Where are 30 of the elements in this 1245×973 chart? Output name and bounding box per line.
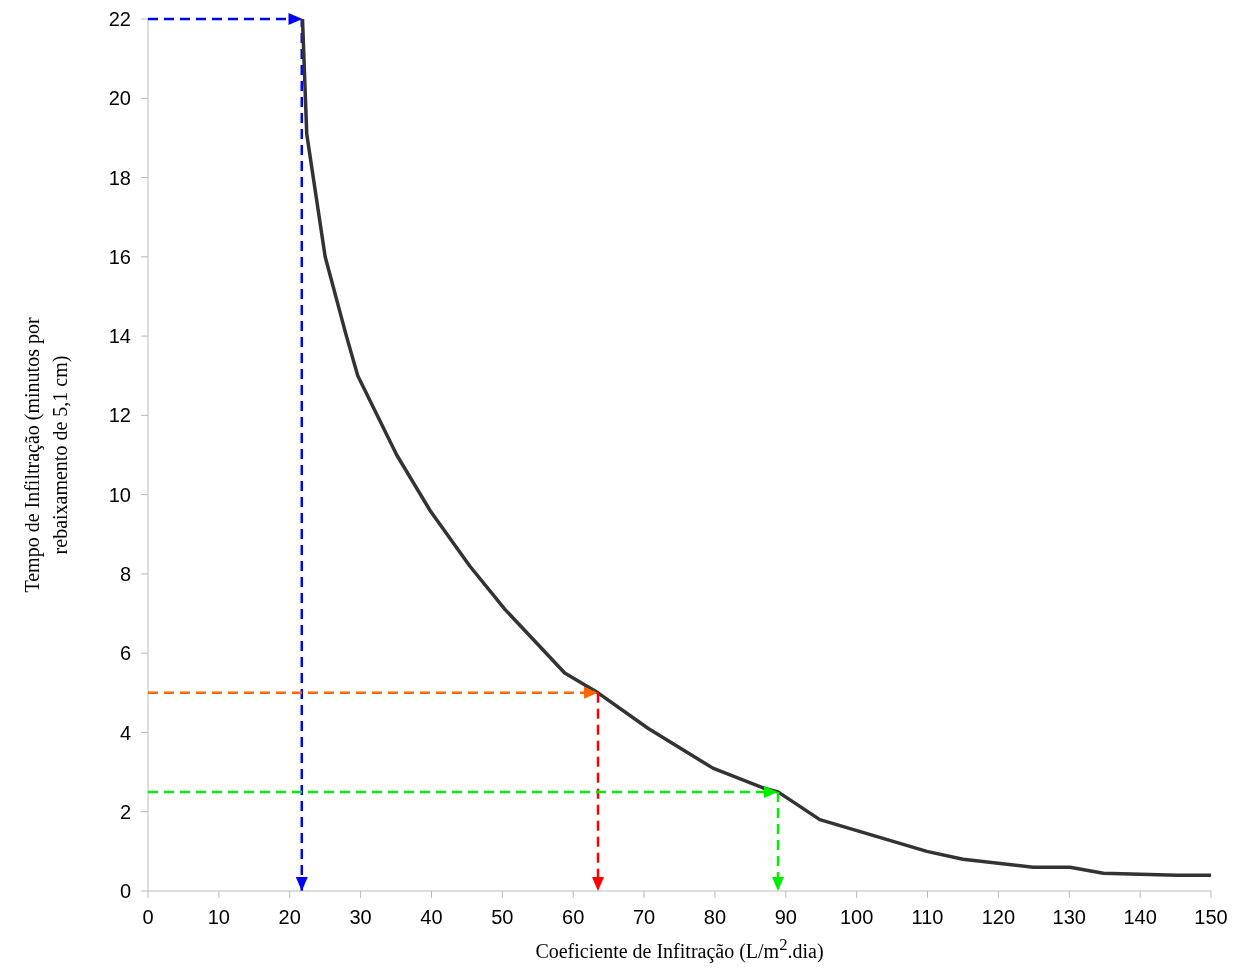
y-tick-label: 14 [108, 325, 131, 348]
y-axis-title: Tempo de Infiltração (minutos por rebaixamento de 5,1 cm) [20, 316, 73, 595]
y-tick-label: 16 [108, 245, 131, 268]
x-tick-label: 30 [349, 906, 372, 929]
x-tick-label: 60 [562, 906, 585, 929]
x-tick-label: 100 [839, 906, 874, 929]
y-tick-label: 2 [119, 800, 131, 823]
y-tick-label: 8 [119, 563, 131, 586]
x-tick-label: 80 [703, 906, 727, 929]
x-tick-label: 110 [911, 906, 944, 929]
x-axis-title: Coeficiente de Infitração (L/m$^{2}$.dia) [534, 935, 825, 963]
y-tick-label: 0 [119, 880, 131, 903]
x-tick-label: 40 [420, 906, 443, 929]
x-tick-label: 10 [207, 906, 230, 929]
x-tick-label: 0 [142, 906, 154, 929]
y-tick-label: 10 [108, 483, 131, 506]
y-tick-label: 6 [119, 642, 131, 665]
y-tick-label: 12 [108, 404, 131, 427]
y-tick-label: 20 [108, 87, 131, 110]
x-tick-label: 50 [491, 906, 514, 929]
x-tick-label: 140 [1123, 906, 1157, 929]
x-tick-label: 150 [1194, 906, 1228, 929]
x-tick-label: 20 [278, 906, 301, 929]
y-tick-label: 22 [108, 8, 131, 31]
x-tick-label: 90 [774, 906, 797, 929]
x-tick-label: 70 [632, 906, 656, 929]
y-tick-label: 4 [119, 721, 131, 744]
x-tick-label: 130 [1052, 906, 1086, 929]
x-tick-label: 120 [981, 906, 1016, 929]
y-tick-label: 18 [108, 166, 131, 189]
